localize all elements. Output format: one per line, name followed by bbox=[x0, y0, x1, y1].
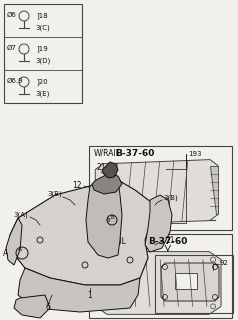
Text: 3(B): 3(B) bbox=[163, 195, 178, 201]
Text: WO/RAIL: WO/RAIL bbox=[93, 236, 126, 246]
Text: 21: 21 bbox=[165, 236, 174, 244]
Text: 12: 12 bbox=[73, 180, 82, 189]
Text: 193: 193 bbox=[188, 151, 202, 156]
Text: 3(C): 3(C) bbox=[36, 24, 50, 30]
Text: ]20: ]20 bbox=[36, 78, 48, 85]
Text: Ø6: Ø6 bbox=[7, 12, 17, 18]
Polygon shape bbox=[10, 178, 155, 285]
Text: 6: 6 bbox=[45, 303, 50, 313]
Polygon shape bbox=[145, 195, 172, 252]
Bar bbox=[155, 255, 233, 313]
Text: 3(B): 3(B) bbox=[47, 191, 62, 197]
Polygon shape bbox=[102, 162, 118, 178]
Bar bbox=[175, 273, 197, 289]
Polygon shape bbox=[161, 263, 219, 301]
Text: W/RAIL: W/RAIL bbox=[93, 148, 120, 158]
Bar bbox=[89, 234, 232, 318]
Text: B: B bbox=[110, 214, 114, 220]
Polygon shape bbox=[95, 160, 218, 224]
Text: 21: 21 bbox=[96, 163, 106, 172]
Text: B-37-60: B-37-60 bbox=[115, 148, 155, 158]
Text: ]18: ]18 bbox=[36, 12, 48, 19]
Text: A: A bbox=[18, 246, 22, 252]
Text: B: B bbox=[106, 218, 110, 222]
Text: Ø7: Ø7 bbox=[7, 45, 17, 51]
Text: 3(E): 3(E) bbox=[36, 90, 50, 97]
Text: 1: 1 bbox=[88, 291, 92, 300]
Text: A: A bbox=[3, 249, 8, 258]
Polygon shape bbox=[6, 218, 22, 265]
Bar bbox=[4, 4, 82, 103]
Bar bbox=[89, 146, 232, 230]
Text: ]19: ]19 bbox=[36, 45, 48, 52]
Polygon shape bbox=[18, 268, 140, 312]
Polygon shape bbox=[92, 174, 122, 194]
Text: 92: 92 bbox=[219, 260, 228, 266]
Polygon shape bbox=[95, 252, 221, 314]
Text: Ø6.9: Ø6.9 bbox=[7, 78, 24, 84]
Polygon shape bbox=[86, 178, 122, 258]
Polygon shape bbox=[14, 295, 50, 318]
Polygon shape bbox=[210, 166, 218, 214]
Text: 3(D): 3(D) bbox=[35, 57, 51, 63]
Text: 3(A): 3(A) bbox=[13, 212, 28, 218]
Text: B-37-60: B-37-60 bbox=[148, 236, 188, 246]
